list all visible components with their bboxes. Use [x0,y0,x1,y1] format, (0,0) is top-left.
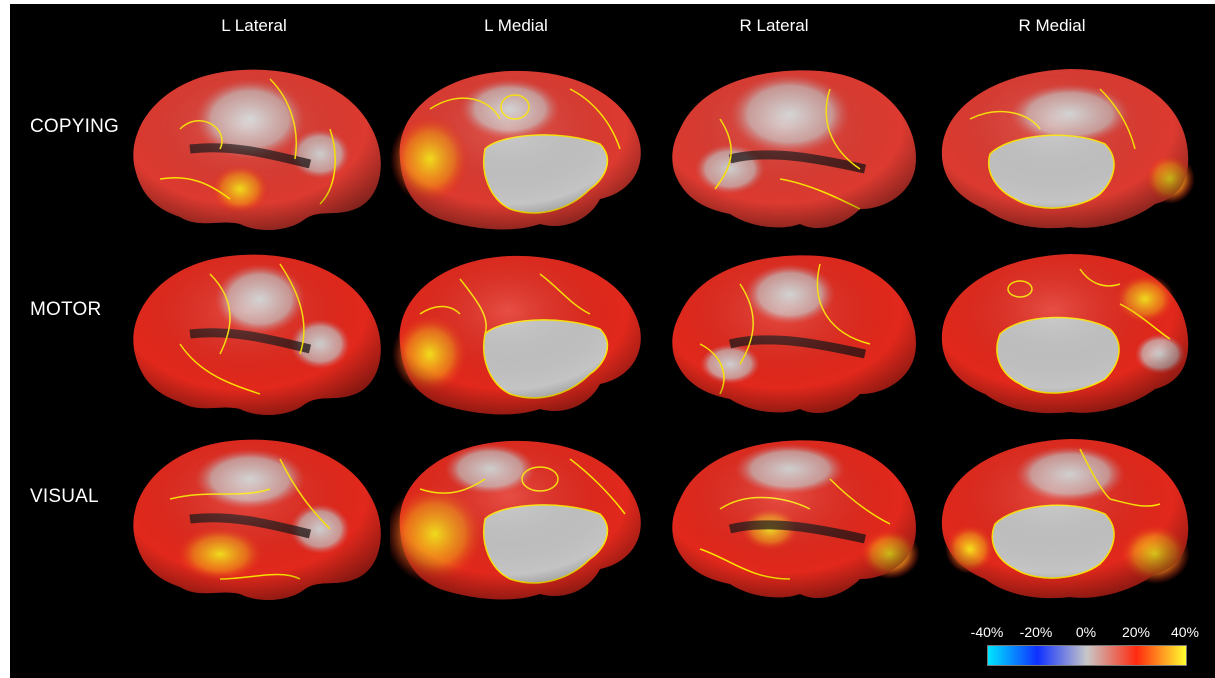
column-header-r-lateral: R Lateral [739,16,809,35]
colorbar-tick-0: 0% [1075,624,1097,640]
brain-visual-l-medial [390,440,641,600]
column-header-l-lateral: L Lateral [221,16,287,35]
colorbar-tick-minus-40: -40% [970,624,1004,640]
brain-motor-r-lateral [672,255,916,414]
colorbar: -40% -20% 0% 20% 40% [970,624,1210,674]
brain-motor-l-lateral [133,254,381,416]
colorbar-tick-minus-20: -20% [1019,624,1053,640]
colorbar-tick-20: 20% [1121,624,1151,640]
colorbar-gradient [987,645,1187,666]
brain-copying-l-medial [390,70,641,230]
brain-visual-r-lateral [672,440,920,599]
brain-copying-r-lateral [672,70,916,229]
row-label-copying: COPYING [30,116,120,137]
brain-copying-l-lateral [133,69,381,231]
brain-motor-l-medial [392,255,641,415]
brain-copying-r-medial [941,69,1195,229]
column-header-r-medial: R Medial [1018,16,1086,35]
column-header-l-medial: L Medial [484,16,548,35]
brain-visual-r-medial [941,439,1190,599]
brain-motor-r-medial [941,254,1189,414]
row-label-visual: VISUAL [30,486,99,507]
colorbar-tick-40: 40% [1170,624,1200,640]
row-label-motor: MOTOR [30,299,102,320]
figure-panel: L Lateral L Medial R Lateral R Medial CO… [10,4,1215,678]
brain-visual-l-lateral [133,439,381,601]
